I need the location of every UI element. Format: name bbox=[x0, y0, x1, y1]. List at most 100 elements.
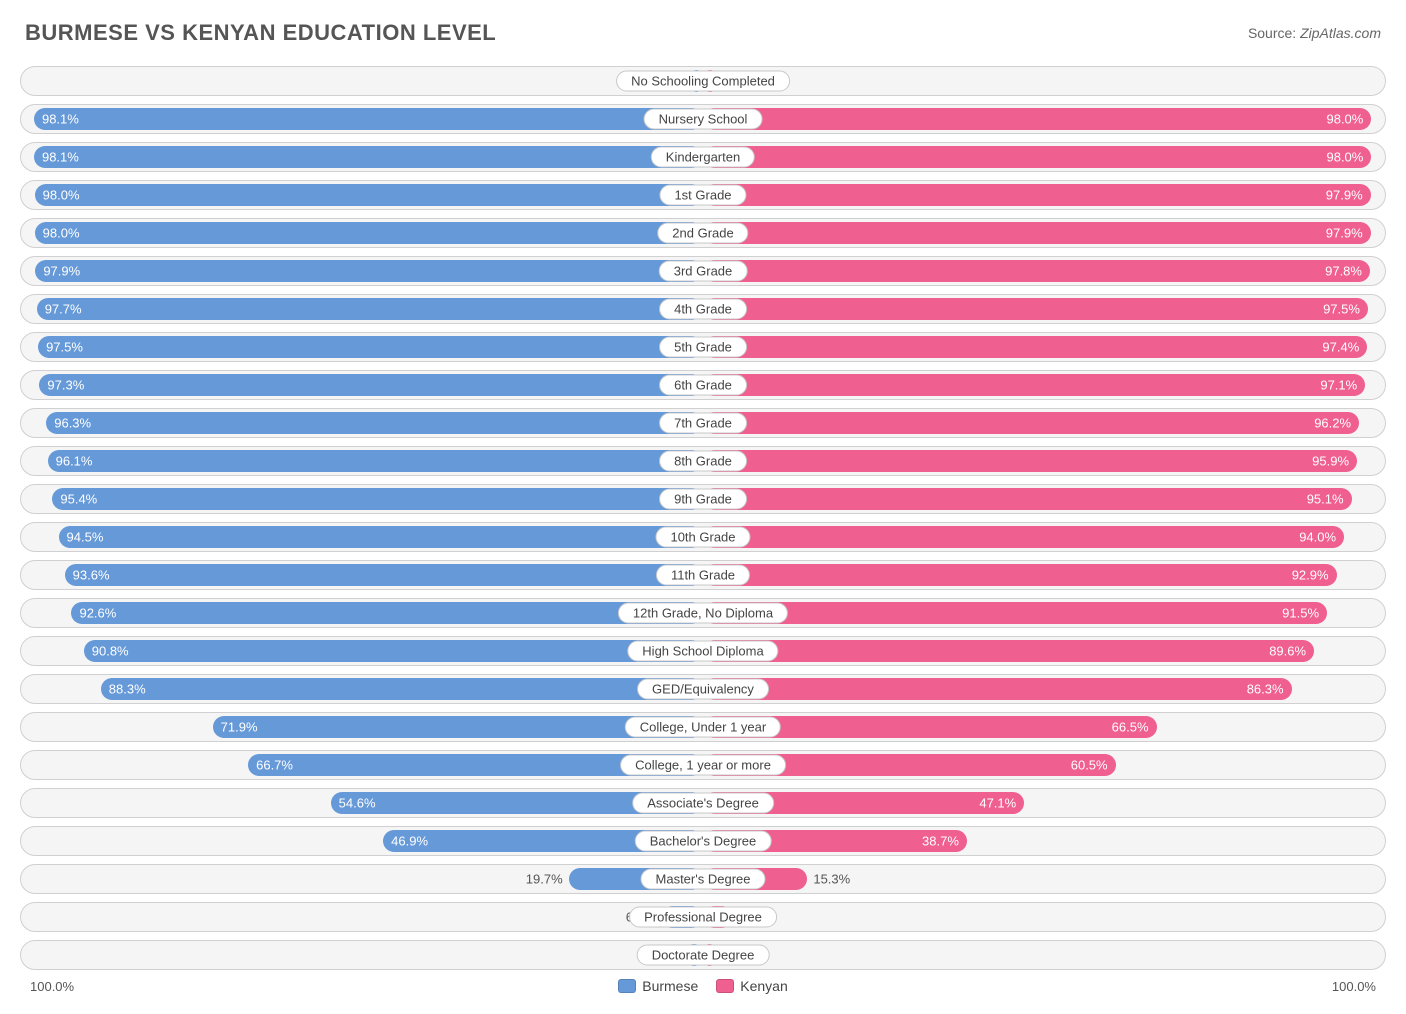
value-left: 97.3% bbox=[47, 378, 84, 393]
category-label: Doctorate Degree bbox=[637, 945, 770, 966]
chart-row: 95.4%95.1%9th Grade bbox=[20, 484, 1386, 514]
value-right: 97.1% bbox=[1320, 378, 1357, 393]
category-label: No Schooling Completed bbox=[616, 71, 790, 92]
bar-left: 98.0% bbox=[35, 184, 703, 206]
chart-row: 71.9% 66.5% College, Under 1 year bbox=[20, 712, 1386, 742]
bar-right: 94.0% bbox=[703, 526, 1344, 548]
value-left: 97.7% bbox=[45, 302, 82, 317]
category-label: 10th Grade bbox=[655, 527, 750, 548]
chart-source: Source: ZipAtlas.com bbox=[1248, 25, 1381, 41]
chart-row: 2.6%1.9%Doctorate Degree bbox=[20, 940, 1386, 970]
value-left: 66.7% bbox=[256, 758, 293, 773]
bar-left: 97.3% bbox=[39, 374, 703, 396]
bar-left: 90.8% bbox=[84, 640, 703, 662]
chart-row: 92.6% 91.5% 12th Grade, No Diploma bbox=[20, 598, 1386, 628]
bar-left: 92.6% bbox=[71, 602, 703, 624]
category-label: 5th Grade bbox=[659, 337, 747, 358]
value-left: 95.4% bbox=[60, 492, 97, 507]
bar-right: 97.8% bbox=[703, 260, 1370, 282]
chart-row: 98.1%98.0%Kindergarten bbox=[20, 142, 1386, 172]
value-left: 90.8% bbox=[92, 644, 129, 659]
bar-left: 96.1% bbox=[48, 450, 703, 472]
value-left: 88.3% bbox=[109, 682, 146, 697]
chart-row: 97.9% 97.8% 3rd Grade bbox=[20, 256, 1386, 286]
value-left: 71.9% bbox=[221, 720, 258, 735]
chart-row: 88.3% 86.3% GED/Equivalency bbox=[20, 674, 1386, 704]
bar-right: 98.0% bbox=[703, 146, 1371, 168]
value-left: 19.7% bbox=[526, 872, 563, 887]
value-right: 97.9% bbox=[1326, 226, 1363, 241]
category-label: 6th Grade bbox=[659, 375, 747, 396]
value-right: 60.5% bbox=[1071, 758, 1108, 773]
value-right: 96.2% bbox=[1314, 416, 1351, 431]
value-right: 66.5% bbox=[1112, 720, 1149, 735]
legend: Burmese Kenyan bbox=[618, 978, 788, 994]
category-label: 1st Grade bbox=[659, 185, 746, 206]
bar-left: 97.9% bbox=[35, 260, 703, 282]
category-label: Nursery School bbox=[644, 109, 763, 130]
value-left: 98.0% bbox=[43, 188, 80, 203]
bar-left: 97.7% bbox=[37, 298, 703, 320]
chart-row: 97.3% 97.1% 6th Grade bbox=[20, 370, 1386, 400]
chart-row: 93.6% 92.9% 11th Grade bbox=[20, 560, 1386, 590]
value-right: 92.9% bbox=[1292, 568, 1329, 583]
legend-item-right: Kenyan bbox=[716, 978, 787, 994]
value-right: 89.6% bbox=[1269, 644, 1306, 659]
axis-left-max: 100.0% bbox=[30, 979, 74, 994]
bar-right: 86.3% bbox=[703, 678, 1292, 700]
legend-swatch-right bbox=[716, 979, 734, 993]
chart-row: 54.6% 47.1% Associate's Degree bbox=[20, 788, 1386, 818]
value-left: 98.0% bbox=[43, 226, 80, 241]
source-value: ZipAtlas.com bbox=[1300, 25, 1381, 41]
bar-left: 96.3% bbox=[46, 412, 703, 434]
value-right: 98.0% bbox=[1326, 150, 1363, 165]
category-label: College, 1 year or more bbox=[620, 755, 786, 776]
value-left: 97.5% bbox=[46, 340, 83, 355]
bar-left: 94.5% bbox=[59, 526, 703, 548]
value-right: 47.1% bbox=[979, 796, 1016, 811]
bar-right: 91.5% bbox=[703, 602, 1327, 624]
chart-row: 96.3% 96.2% 7th Grade bbox=[20, 408, 1386, 438]
legend-label-right: Kenyan bbox=[740, 978, 787, 994]
bar-right: 97.5% bbox=[703, 298, 1368, 320]
chart-row: 98.0% 97.9% 1st Grade bbox=[20, 180, 1386, 210]
value-right: 97.8% bbox=[1325, 264, 1362, 279]
source-label: Source: bbox=[1248, 25, 1296, 41]
chart-row: 94.5% 94.0% 10th Grade bbox=[20, 522, 1386, 552]
category-label: 12th Grade, No Diploma bbox=[618, 603, 788, 624]
bar-right: 97.9% bbox=[703, 184, 1371, 206]
value-left: 96.1% bbox=[56, 454, 93, 469]
value-left: 96.3% bbox=[54, 416, 91, 431]
category-label: 11th Grade bbox=[656, 565, 750, 586]
bar-right: 89.6% bbox=[703, 640, 1314, 662]
category-label: 3rd Grade bbox=[659, 261, 748, 282]
value-right: 15.3% bbox=[813, 872, 850, 887]
value-right: 95.1% bbox=[1307, 492, 1344, 507]
category-label: 7th Grade bbox=[659, 413, 747, 434]
bar-left: 93.6% bbox=[65, 564, 703, 586]
value-left: 54.6% bbox=[339, 796, 376, 811]
category-label: Associate's Degree bbox=[632, 793, 774, 814]
category-label: GED/Equivalency bbox=[637, 679, 769, 700]
bar-left: 98.1% bbox=[34, 146, 703, 168]
value-right: 91.5% bbox=[1282, 606, 1319, 621]
value-left: 98.1% bbox=[42, 150, 79, 165]
legend-label-left: Burmese bbox=[642, 978, 698, 994]
bar-left: 97.5% bbox=[38, 336, 703, 358]
value-left: 94.5% bbox=[67, 530, 104, 545]
value-right: 86.3% bbox=[1247, 682, 1284, 697]
category-label: Professional Degree bbox=[629, 907, 777, 928]
chart-row: 97.5%97.4%5th Grade bbox=[20, 332, 1386, 362]
value-right: 94.0% bbox=[1299, 530, 1336, 545]
category-label: 2nd Grade bbox=[657, 223, 748, 244]
category-label: High School Diploma bbox=[627, 641, 778, 662]
chart-row: 98.1%98.0%Nursery School bbox=[20, 104, 1386, 134]
bar-right: 96.2% bbox=[703, 412, 1359, 434]
value-right: 98.0% bbox=[1326, 112, 1363, 127]
chart-row: 66.7% 60.5% College, 1 year or more bbox=[20, 750, 1386, 780]
value-right: 97.9% bbox=[1326, 188, 1363, 203]
chart-footer: 100.0% Burmese Kenyan 100.0% bbox=[20, 978, 1386, 994]
chart-row: 96.1%95.9%8th Grade bbox=[20, 446, 1386, 476]
category-label: College, Under 1 year bbox=[625, 717, 781, 738]
bar-right: 97.9% bbox=[703, 222, 1371, 244]
